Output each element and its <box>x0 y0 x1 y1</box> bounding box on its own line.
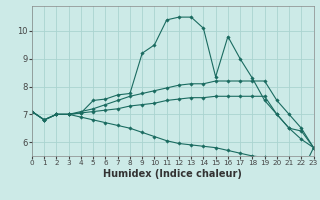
X-axis label: Humidex (Indice chaleur): Humidex (Indice chaleur) <box>103 169 242 179</box>
